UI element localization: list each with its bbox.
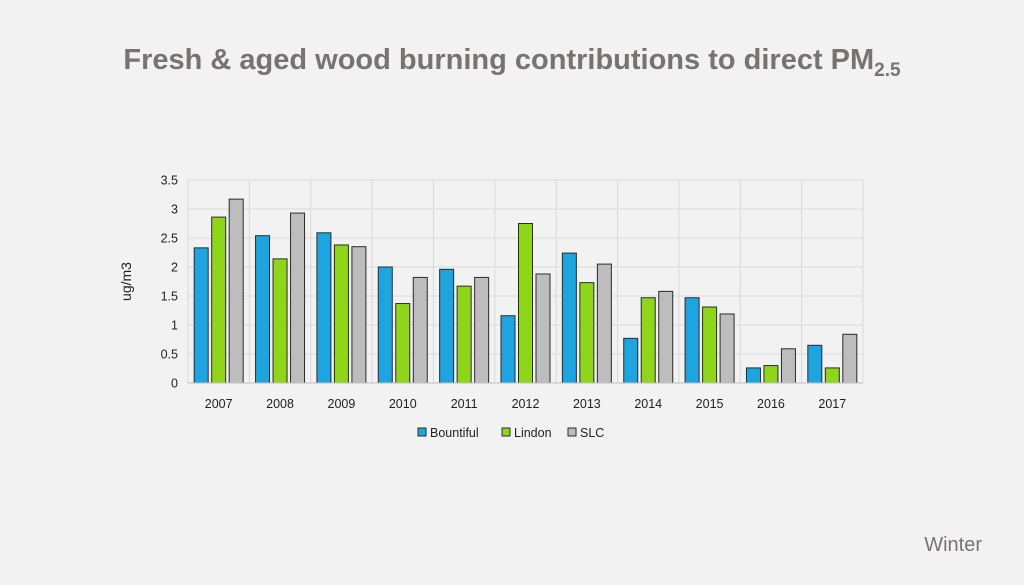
bar-bountiful-2016 — [745, 367, 761, 384]
legend-label-slc: SLC — [580, 426, 604, 440]
x-tick-label: 2007 — [205, 397, 233, 411]
bar-lindon-2010 — [395, 303, 411, 384]
bar-lindon-2011 — [456, 285, 472, 384]
legend-label-lindon: Lindon — [514, 426, 552, 440]
y-tick-label: 1.5 — [161, 290, 178, 304]
bar-bountiful-2007 — [193, 247, 209, 384]
bar-bountiful-2017 — [807, 344, 823, 384]
bar-bountiful-2015 — [684, 297, 700, 384]
x-tick-label: 2015 — [696, 397, 724, 411]
y-tick-label: 2.5 — [161, 232, 178, 246]
chart-title-main: Fresh & aged wood burning contributions … — [123, 44, 875, 76]
bar-bountiful-2013 — [561, 252, 577, 384]
y-tick-label: 0 — [171, 377, 178, 391]
bar-slc-2016 — [780, 348, 796, 384]
bar-lindon-2012 — [518, 223, 533, 384]
bar-slc-2008 — [290, 212, 306, 384]
x-tick-label: 2009 — [328, 397, 356, 411]
y-tick-label: 3 — [171, 203, 178, 217]
bar-slc-2017 — [842, 333, 858, 384]
bar-lindon-2009 — [333, 244, 349, 384]
x-tick-label: 2017 — [818, 397, 846, 411]
bar-slc-2015 — [719, 313, 735, 384]
y-tick-label: 3.5 — [161, 174, 178, 188]
x-tick-label: 2010 — [389, 397, 417, 411]
y-axis-label: ug/m3 — [118, 262, 134, 301]
bar-slc-2014 — [658, 290, 674, 384]
x-tick-label: 2013 — [573, 397, 601, 411]
x-tick-label: 2011 — [451, 397, 478, 411]
bar-slc-2013 — [596, 263, 612, 384]
y-tick-label: 0.5 — [161, 348, 178, 362]
y-tick-label: 1 — [171, 319, 178, 333]
bar-lindon-2015 — [702, 306, 718, 384]
legend-label-bountiful: Bountiful — [430, 426, 479, 440]
x-tick-label: 2012 — [512, 397, 540, 411]
bar-bountiful-2010 — [377, 266, 393, 384]
bar-bountiful-2012 — [500, 315, 516, 384]
chart-title: Fresh & aged wood burning contributions … — [0, 44, 1024, 82]
bar-lindon-2007 — [211, 216, 227, 384]
bar-slc-2010 — [412, 276, 428, 384]
bar-lindon-2014 — [640, 297, 656, 384]
bar-slc-2009 — [351, 246, 367, 384]
bar-slc-2007 — [228, 198, 244, 384]
bar-lindon-2016 — [763, 365, 779, 384]
bar-lindon-2017 — [824, 367, 840, 384]
x-tick-label: 2014 — [634, 397, 662, 411]
bar-lindon-2008 — [272, 258, 288, 384]
bar-bountiful-2009 — [316, 232, 332, 384]
legend-swatch-lindon — [501, 427, 511, 437]
y-tick-label: 2 — [171, 261, 178, 275]
season-label: Winter — [924, 534, 982, 556]
bar-bountiful-2014 — [623, 337, 639, 384]
bar-slc-2011 — [474, 276, 490, 384]
bar-lindon-2013 — [579, 282, 595, 384]
x-tick-label: 2008 — [266, 397, 294, 411]
chart-title-subscript: 2.5 — [874, 60, 901, 81]
legend-swatch-slc — [567, 427, 577, 437]
bar-bountiful-2011 — [439, 268, 455, 384]
x-tick-label: 2016 — [757, 397, 785, 411]
bar-slc-2012 — [535, 273, 551, 384]
legend-swatch-bountiful — [417, 427, 427, 437]
bar-bountiful-2008 — [255, 235, 271, 384]
